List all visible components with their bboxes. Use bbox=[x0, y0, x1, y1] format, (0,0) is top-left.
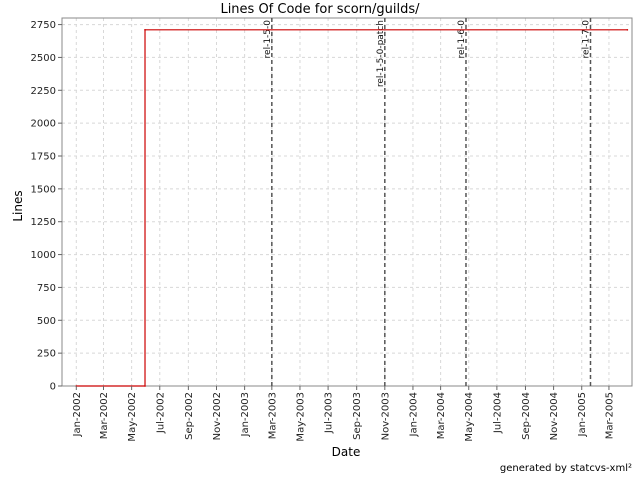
release-marker-label: rel-1-6-0 bbox=[457, 20, 467, 59]
y-axis-label: Lines bbox=[11, 190, 25, 221]
y-tick-label: 2000 bbox=[31, 119, 56, 130]
y-tick-label: 250 bbox=[37, 349, 56, 360]
x-tick-label: Sep-2004 bbox=[521, 392, 532, 440]
y-tick-label: 2250 bbox=[31, 86, 56, 97]
x-tick-label: Jan-2004 bbox=[408, 392, 419, 437]
data-point bbox=[144, 385, 146, 387]
x-tick-label: May-2004 bbox=[464, 392, 475, 442]
y-axis-ticks: 0 250 500 750 1000 1250 1500 1750 2000 2250 2500 27… bbox=[31, 20, 62, 393]
x-tick-label: Jan-2005 bbox=[577, 392, 588, 437]
data-point bbox=[144, 29, 146, 31]
y-tick-label: 1750 bbox=[31, 152, 56, 163]
grid bbox=[62, 18, 632, 387]
release-marker-label: rel-1-7-0 bbox=[581, 20, 591, 59]
x-axis-ticks: Jan-2002 Mar-2002 May-2002 Jul-2002 Sep-2002… bbox=[72, 386, 615, 442]
release-markers: rel-1-5-0 rel-1-5-0-patch rel-1-6-0 rel-1-7… bbox=[263, 18, 591, 386]
plot-area bbox=[61, 17, 633, 387]
x-tick-label: Nov-2003 bbox=[380, 392, 391, 440]
x-tick-label: Jul-2004 bbox=[492, 392, 503, 434]
x-tick-label: Mar-2002 bbox=[99, 392, 110, 439]
release-marker-label: rel-1-5-0 bbox=[263, 20, 273, 59]
y-tick-label: 1250 bbox=[31, 217, 56, 228]
y-tick-label: 0 bbox=[50, 382, 56, 393]
y-tick-label: 750 bbox=[37, 283, 56, 294]
x-tick-label: May-2002 bbox=[127, 392, 138, 442]
release-marker-label: rel-1-5-0-patch bbox=[376, 20, 386, 87]
series-line bbox=[76, 29, 628, 387]
y-tick-label: 2750 bbox=[31, 20, 56, 31]
y-tick-label: 1000 bbox=[31, 250, 56, 261]
x-tick-label: Mar-2003 bbox=[267, 392, 278, 439]
x-axis-label: Date bbox=[332, 445, 361, 459]
y-tick-label: 500 bbox=[37, 316, 56, 327]
x-tick-label: May-2003 bbox=[295, 392, 306, 442]
x-tick-label: Mar-2005 bbox=[604, 392, 615, 439]
x-tick-label: Jul-2002 bbox=[155, 392, 166, 434]
x-tick-label: Mar-2004 bbox=[436, 392, 447, 439]
series-group bbox=[75, 29, 629, 387]
x-tick-label: Jan-2003 bbox=[240, 392, 251, 437]
footer-credit: generated by statcvs-xml² bbox=[499, 463, 632, 474]
x-tick-label: Nov-2002 bbox=[212, 392, 223, 440]
x-tick-label: Jul-2003 bbox=[324, 392, 335, 434]
data-point bbox=[626, 29, 629, 31]
x-tick-label: Sep-2002 bbox=[184, 392, 195, 440]
y-tick-label: 1500 bbox=[31, 184, 56, 195]
x-tick-label: Nov-2004 bbox=[549, 392, 560, 440]
chart-title: Lines Of Code for scorn/guilds/ bbox=[220, 2, 420, 17]
y-tick-label: 2500 bbox=[31, 53, 56, 64]
x-tick-label: Sep-2003 bbox=[352, 392, 363, 440]
x-tick-label: Jan-2002 bbox=[72, 392, 83, 437]
